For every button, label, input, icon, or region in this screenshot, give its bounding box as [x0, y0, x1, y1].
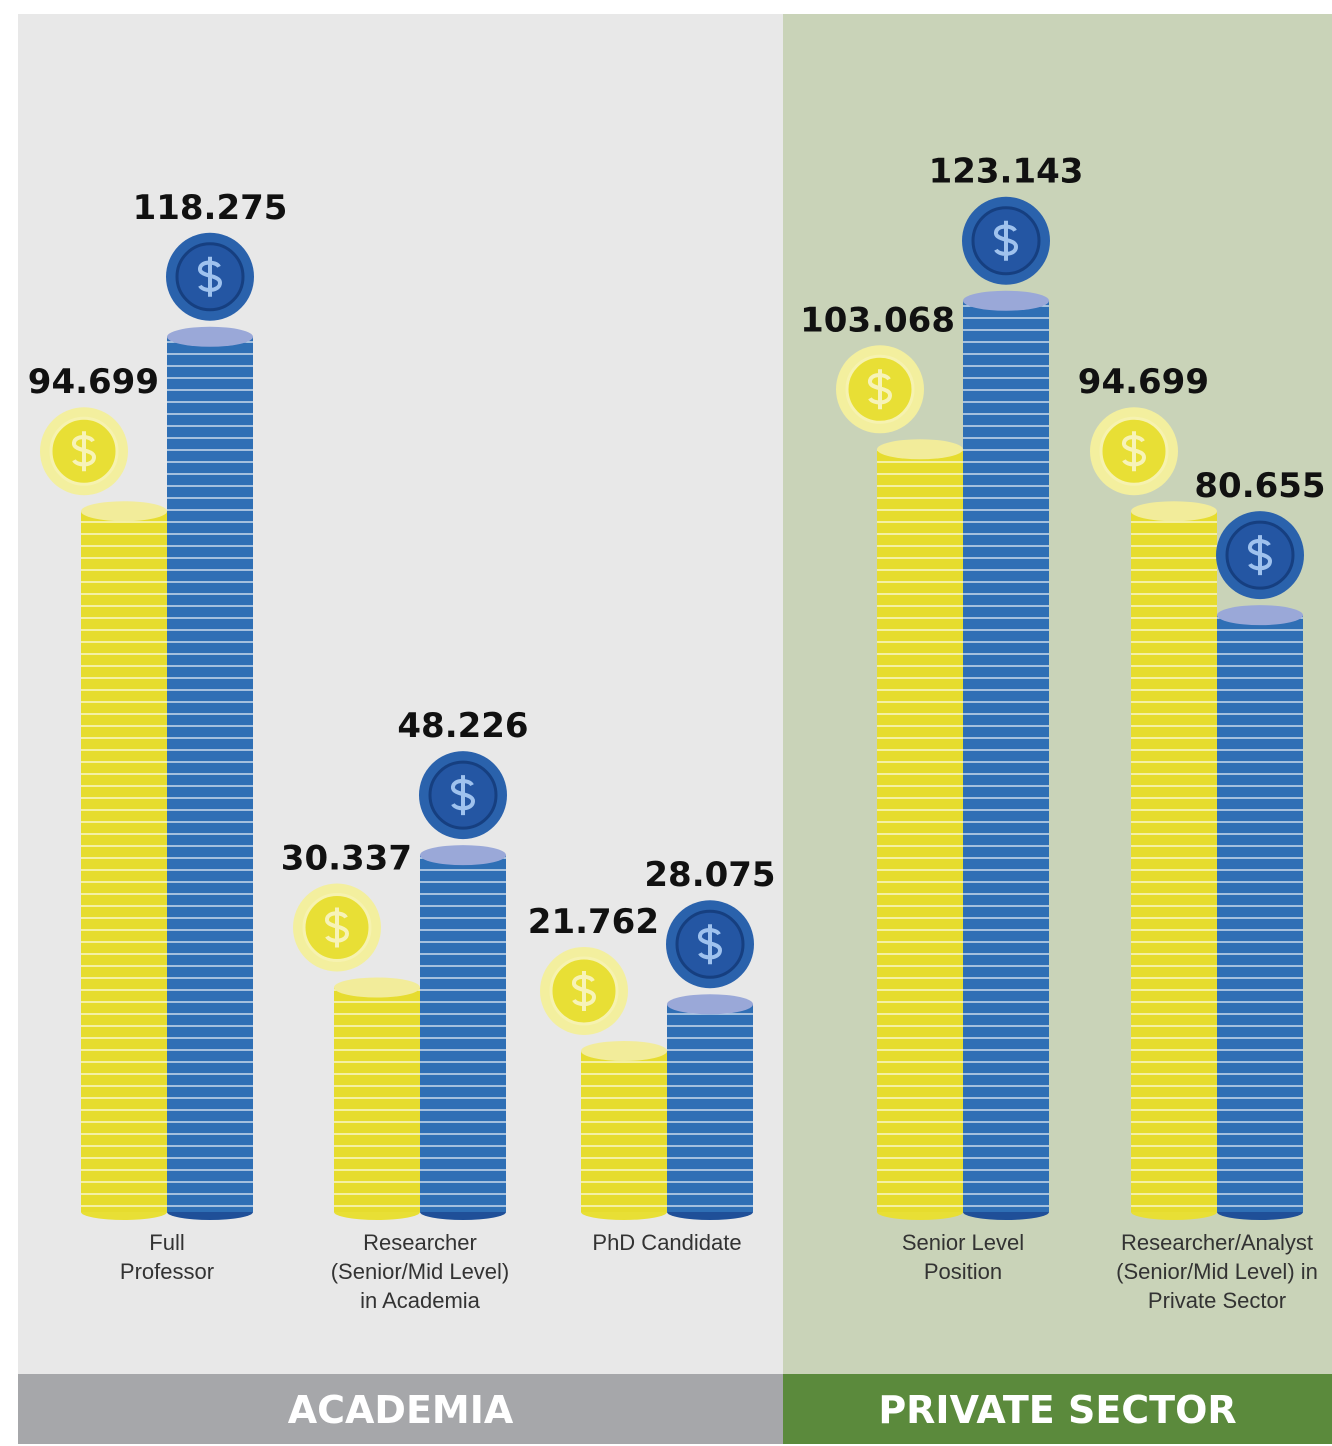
bar-stripes: [167, 336, 253, 1212]
stack-top: [1131, 501, 1217, 522]
value-label: 118.275: [133, 188, 288, 228]
value-label: 21.762: [528, 902, 659, 942]
value-label: 94.699: [1078, 362, 1209, 402]
dollar-icon: [451, 775, 476, 816]
coin-stack: [40, 407, 167, 1220]
value-label: 80.655: [1194, 466, 1325, 506]
academia-footer: [18, 1374, 783, 1444]
value-label: 123.143: [929, 152, 1084, 192]
coin-stack: [1090, 407, 1217, 1220]
bar-stripes: [581, 1050, 667, 1212]
value-label: 28.075: [644, 855, 775, 895]
bar-stripes: [334, 987, 420, 1212]
coin-stack: [293, 883, 420, 1220]
dollar-icon: [572, 970, 597, 1011]
bar-stripes: [963, 300, 1049, 1212]
stack-top: [81, 501, 167, 522]
value-label: 30.337: [281, 839, 412, 879]
section-title: PRIVATE SECTOR: [878, 1388, 1237, 1432]
dollar-icon: [994, 220, 1019, 261]
value-label: 94.699: [28, 362, 159, 402]
bar-stripes: [1217, 615, 1303, 1212]
dollar-icon: [698, 924, 723, 965]
bar-stripes: [81, 511, 167, 1212]
category-label: Full Professor: [119, 1230, 215, 1284]
stack-top: [334, 977, 420, 998]
coin-stack: [166, 232, 254, 1220]
stack-top: [581, 1040, 667, 1061]
stack-top: [420, 845, 506, 866]
coin-stack: [666, 900, 754, 1220]
dollar-icon: [1248, 535, 1273, 576]
dollar-icon: [198, 256, 223, 297]
stack-top: [167, 326, 253, 347]
value-label: 103.068: [800, 300, 955, 340]
category-label: Senior Level Position: [901, 1230, 1025, 1284]
coin-stack: [540, 946, 667, 1220]
coin-stack: [962, 196, 1050, 1220]
bar-stripes: [1131, 511, 1217, 1212]
stack-top: [877, 439, 963, 460]
private-footer: [783, 1374, 1332, 1444]
coin-stack: [836, 345, 963, 1220]
bar-stripes: [420, 855, 506, 1212]
stack-top: [1217, 605, 1303, 626]
coin-stack: [1216, 511, 1304, 1220]
section-title: ACADEMIA: [287, 1388, 514, 1432]
dollar-icon: [325, 907, 350, 948]
dollar-icon: [868, 369, 893, 410]
stack-top: [667, 994, 753, 1015]
coin-stack: [419, 751, 507, 1220]
bar-stripes: [877, 449, 963, 1212]
value-label: 48.226: [397, 706, 528, 746]
stack-top: [963, 290, 1049, 311]
dollar-icon: [1122, 431, 1147, 472]
category-label: PhD Candidate: [592, 1230, 742, 1255]
dollar-icon: [72, 431, 97, 472]
category-label: Researcher/Analyst (Senior/Mid Level) in…: [1116, 1230, 1318, 1313]
category-label: Researcher (Senior/Mid Level) in Academi…: [330, 1230, 510, 1313]
bar-stripes: [667, 1004, 753, 1212]
